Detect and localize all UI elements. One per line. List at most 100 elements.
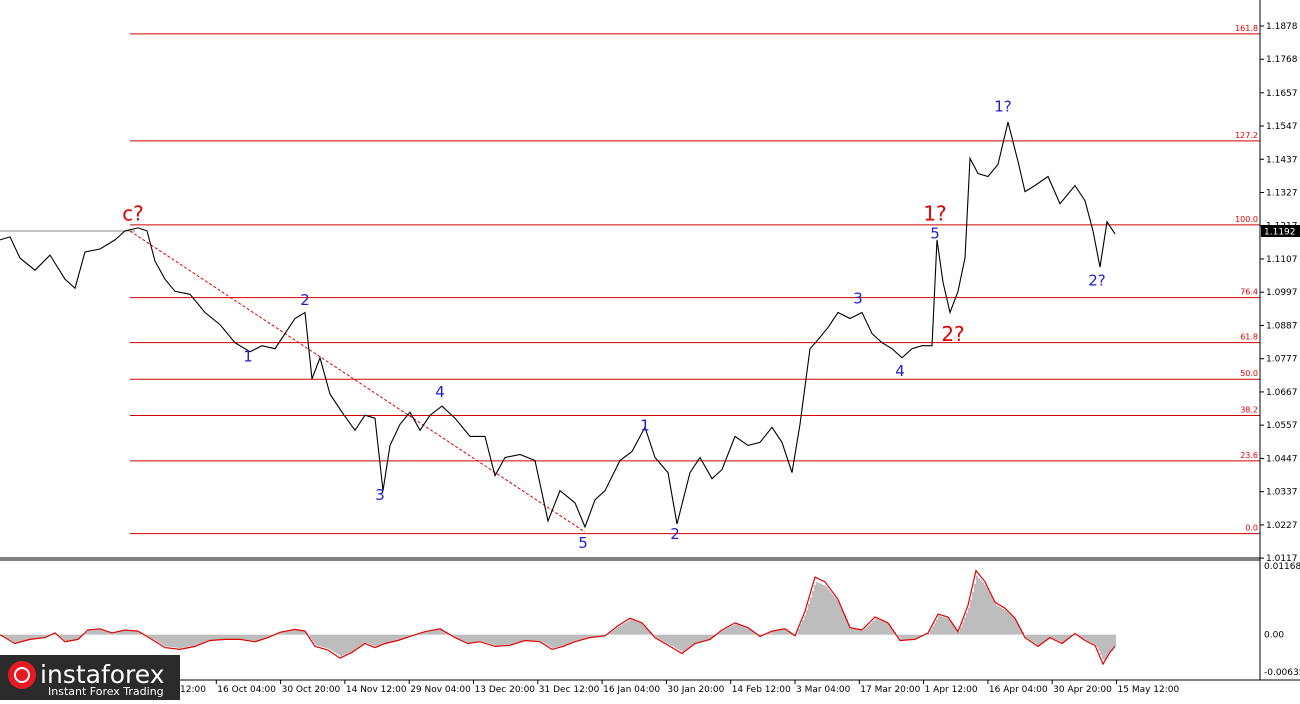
histogram-bar <box>426 632 428 635</box>
histogram-bar <box>310 635 312 639</box>
oscillator-tick-label: 0.00 <box>1264 631 1284 641</box>
price-tick-label: 1.0447 <box>1266 454 1298 464</box>
histogram-bar <box>900 635 902 640</box>
histogram-bar <box>628 621 630 635</box>
histogram-bar <box>428 631 430 634</box>
histogram-bar <box>672 635 674 647</box>
histogram-bar <box>260 635 262 640</box>
histogram-bar <box>1008 613 1010 635</box>
histogram-bar <box>1056 635 1058 640</box>
histogram-bar <box>154 635 156 641</box>
histogram-bar <box>160 635 162 644</box>
histogram-bar <box>320 635 322 647</box>
histogram-bar <box>208 635 210 641</box>
histogram-bar <box>902 635 904 640</box>
histogram-bar <box>982 583 984 635</box>
histogram-bar <box>866 627 868 635</box>
histogram-bar <box>126 630 128 634</box>
time-tick-label: 14 Nov 12:00 <box>346 685 407 695</box>
histogram-bar <box>284 632 286 635</box>
wave-label-red: 2? <box>941 322 964 346</box>
wave-label-blue: 2? <box>1088 271 1106 289</box>
fib-level-label: 127.2 <box>1235 131 1258 140</box>
histogram-bar <box>216 635 218 640</box>
histogram-bar <box>504 635 506 645</box>
fib-level-label: 76.4 <box>1240 288 1258 297</box>
histogram-bar <box>492 635 494 645</box>
wave-label-blue: 1? <box>994 98 1012 116</box>
histogram-bar <box>496 635 498 646</box>
histogram-bar <box>330 635 332 650</box>
histogram-bar <box>822 585 824 635</box>
histogram-bar <box>438 630 440 635</box>
histogram-bar <box>1032 635 1034 642</box>
histogram-bar <box>856 629 858 634</box>
histogram-bar <box>694 635 696 644</box>
current-price-marker: 1.1192 <box>1261 225 1300 238</box>
histogram-bar <box>436 630 438 635</box>
wave-label-blue: 5 <box>930 224 940 242</box>
histogram-bar <box>296 630 298 635</box>
fib-level-label: 161.8 <box>1235 24 1258 33</box>
histogram-bar <box>472 635 474 643</box>
histogram-bar <box>632 620 634 634</box>
histogram-bar <box>198 635 200 645</box>
histogram-bar <box>70 635 72 641</box>
price-tick-label: 1.1437 <box>1266 155 1298 165</box>
histogram-bar <box>1106 635 1108 657</box>
histogram-bar <box>978 578 980 635</box>
histogram-bar <box>120 631 122 634</box>
histogram-bar <box>1014 619 1016 635</box>
time-tick-label: 15 May 12:00 <box>1118 685 1180 695</box>
histogram-bar <box>226 635 228 639</box>
histogram-bar <box>182 635 184 648</box>
histogram-bar <box>1006 611 1008 634</box>
histogram-bar <box>200 635 202 644</box>
histogram-bar <box>344 635 346 655</box>
histogram-bar <box>204 635 206 643</box>
histogram-bar <box>734 624 736 634</box>
histogram-bar <box>974 584 976 635</box>
histogram-bar <box>294 630 296 635</box>
histogram-bar <box>486 635 488 643</box>
histogram-bar <box>62 635 64 639</box>
histogram-bar <box>376 635 378 647</box>
histogram-bar <box>690 635 692 647</box>
histogram-bar <box>206 635 208 642</box>
histogram-bar <box>1096 635 1098 647</box>
histogram-bar <box>546 635 548 645</box>
histogram-bar <box>468 635 470 643</box>
time-tick-label: 14 Feb 12:00 <box>732 685 791 695</box>
histogram-bar <box>366 635 368 643</box>
histogram-bar <box>362 635 364 645</box>
price-tick-label: 1.1107 <box>1266 255 1298 265</box>
histogram-bar <box>240 635 242 639</box>
price-tick-label: 1.1327 <box>1266 189 1298 199</box>
histogram-bar <box>96 630 98 635</box>
price-tick-label: 1.1878 <box>1266 22 1298 32</box>
histogram-bar <box>250 635 252 641</box>
histogram-bar <box>966 612 968 634</box>
histogram-bar <box>458 635 460 639</box>
histogram-bar <box>26 635 28 640</box>
histogram-bar <box>386 635 388 643</box>
histogram-bar <box>388 635 390 642</box>
histogram-bar <box>700 635 702 642</box>
histogram-bar <box>150 635 152 638</box>
histogram-bar <box>944 617 946 634</box>
histogram-bar <box>962 622 964 634</box>
histogram-bar <box>316 635 318 646</box>
histogram-bar <box>782 630 784 635</box>
histogram-bar <box>334 635 336 653</box>
histogram-bar <box>684 635 686 651</box>
histogram-bar <box>558 635 560 647</box>
histogram-bar <box>224 635 226 639</box>
histogram-bar <box>218 635 220 640</box>
histogram-bar <box>946 618 948 635</box>
histogram-bar <box>346 635 348 654</box>
histogram-bar <box>60 635 62 637</box>
histogram-bar <box>1098 635 1100 651</box>
histogram-bar <box>688 635 690 648</box>
histogram-bar <box>1090 635 1092 643</box>
histogram-bar <box>1104 635 1106 660</box>
